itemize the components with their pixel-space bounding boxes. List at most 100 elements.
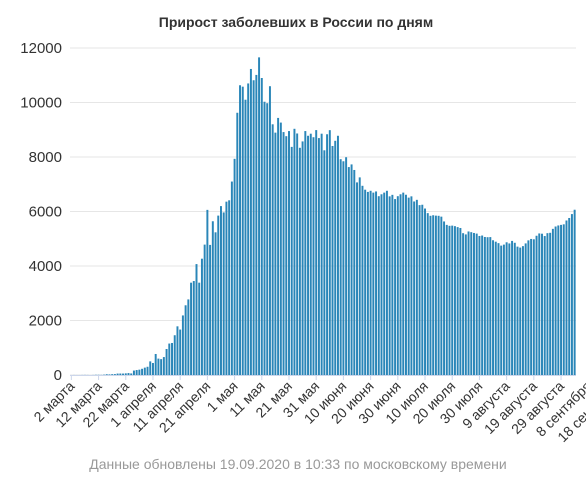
bar: [421, 204, 424, 375]
bar: [113, 374, 116, 375]
bar: [146, 366, 149, 375]
bar: [530, 238, 533, 375]
bar: [296, 133, 299, 375]
bar: [505, 242, 508, 375]
bar: [233, 158, 236, 375]
bar: [345, 157, 348, 375]
bar: [369, 190, 372, 375]
bar: [328, 130, 331, 375]
bar: [478, 235, 481, 375]
bar: [407, 197, 410, 375]
bar: [190, 282, 193, 375]
bar: [141, 368, 144, 375]
y-tick-label: 8000: [29, 149, 62, 166]
bar: [375, 191, 378, 375]
y-tick-label: 6000: [29, 204, 62, 221]
bar: [304, 131, 307, 375]
bar: [206, 209, 209, 375]
bar: [448, 225, 451, 375]
bar: [366, 191, 369, 375]
bar: [570, 214, 573, 375]
bar: [119, 373, 122, 375]
bar: [440, 216, 443, 375]
y-axis-ticks: 0 2000 4000 6000 8000 10000 12000: [20, 40, 62, 384]
bar: [192, 281, 195, 375]
bar: [551, 228, 554, 375]
bar: [497, 243, 500, 375]
bar: [203, 244, 206, 375]
bar: [268, 86, 271, 375]
bar: [519, 247, 522, 375]
bar: [560, 224, 563, 375]
bar: [122, 373, 125, 375]
bar: [342, 161, 345, 375]
bar: [470, 232, 473, 375]
bar: [176, 326, 179, 375]
chart-title: Прирост заболевших в России по дням: [159, 14, 433, 30]
bar: [277, 117, 280, 376]
bar: [200, 258, 203, 375]
bar: [410, 196, 413, 375]
gridlines: [70, 47, 576, 376]
bar: [149, 361, 152, 376]
bar: [312, 137, 315, 375]
bar: [483, 236, 486, 375]
bar: [298, 147, 301, 375]
bar: [413, 201, 416, 375]
bar: [211, 221, 214, 375]
bar: [260, 78, 263, 375]
bar: [350, 164, 353, 375]
bar: [426, 213, 429, 375]
bar: [358, 177, 361, 375]
bar: [394, 199, 397, 375]
bar: [429, 215, 432, 375]
bar: [521, 246, 524, 375]
bar: [173, 335, 176, 375]
bar: [549, 232, 552, 375]
bar: [364, 189, 367, 375]
bar: [228, 200, 231, 375]
bar: [565, 220, 568, 375]
bar: [473, 232, 475, 375]
bar: [331, 145, 334, 375]
bar: [236, 112, 239, 376]
bar: [124, 373, 127, 375]
bar: [326, 134, 329, 375]
bar: [554, 226, 557, 375]
bar: [130, 373, 133, 375]
bar: [467, 231, 470, 375]
bar: [241, 86, 244, 376]
bar: [339, 159, 342, 375]
bar: [258, 57, 261, 376]
bar: [415, 199, 418, 375]
bar: [562, 224, 565, 375]
bar: [168, 343, 171, 375]
bar: [301, 141, 304, 375]
bar: [252, 80, 255, 376]
bar: [263, 101, 266, 376]
bar: [225, 201, 228, 375]
bar: [494, 241, 497, 375]
bar: [541, 233, 543, 375]
bar: [143, 367, 146, 375]
bar: [195, 264, 198, 375]
footnote: Данные обновлены 19.09.2020 в 10:33 по м…: [89, 456, 506, 472]
bar: [309, 133, 312, 375]
bar: [179, 329, 182, 375]
bar: [432, 215, 435, 375]
bar: [217, 215, 220, 375]
bar: [285, 136, 288, 375]
bar: [187, 299, 190, 375]
bar: [538, 233, 541, 375]
bar: [288, 131, 290, 375]
bar: [402, 192, 405, 375]
bar: [266, 103, 269, 376]
bar: [404, 194, 407, 375]
bar: [239, 85, 242, 375]
bar: [396, 196, 399, 375]
bar: [462, 233, 465, 375]
bar: [249, 68, 252, 376]
bar: [418, 205, 421, 375]
